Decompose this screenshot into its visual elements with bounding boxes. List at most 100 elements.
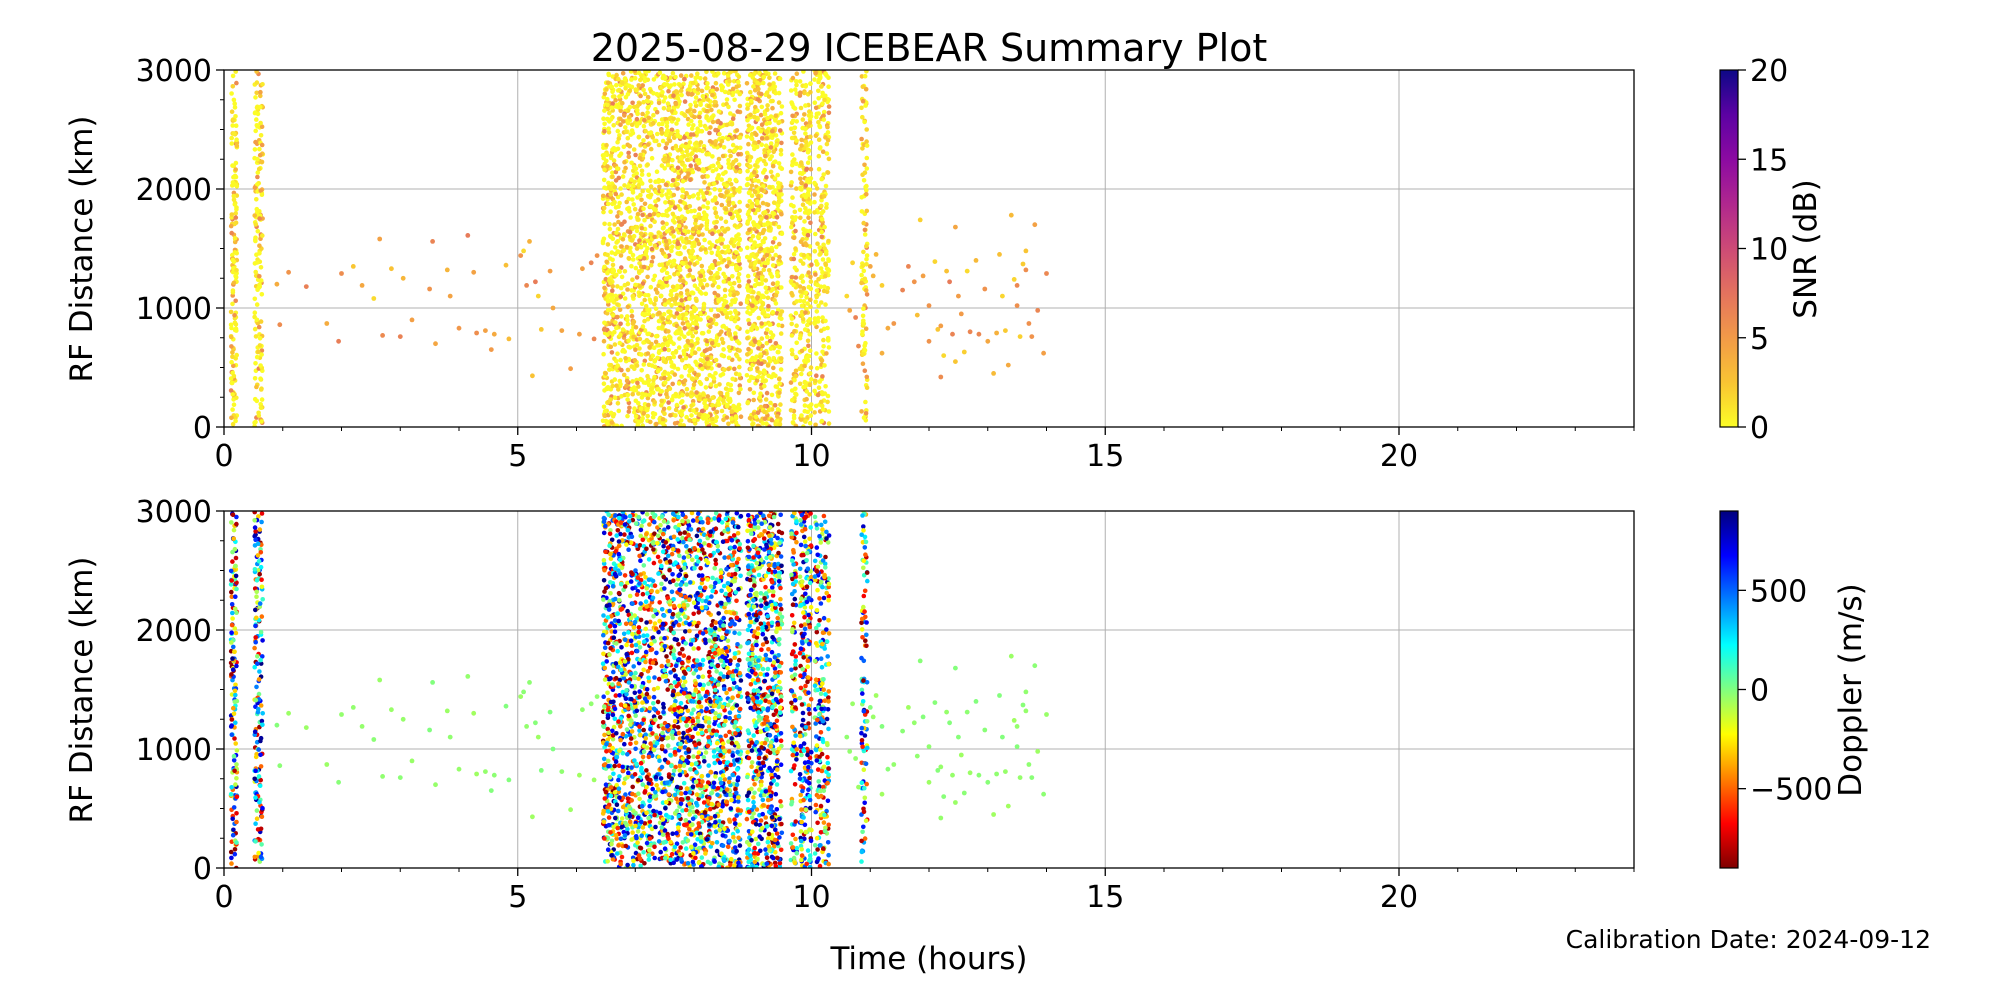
data-point [606,129,612,135]
data-point [600,661,606,666]
data-point [660,226,666,231]
data-point [651,77,657,82]
data-point [606,278,612,283]
data-point [825,170,831,175]
data-point [229,415,234,421]
data-point [853,315,858,320]
data-point [703,247,708,252]
data-point [671,116,676,122]
data-point [801,286,806,291]
data-point [622,76,628,82]
data-point [767,156,773,162]
data-point [610,383,615,389]
data-point [824,205,829,210]
data-point [755,97,761,102]
data-point [679,374,684,379]
data-point [761,74,767,80]
data-point [746,293,751,299]
data-point [602,409,608,414]
data-point [789,290,794,296]
data-point [655,131,660,137]
data-point [860,313,866,319]
data-point [730,142,736,148]
data-point [804,396,809,402]
data-point [610,856,616,862]
data-point [765,363,771,368]
data-point [763,153,768,159]
data-point [661,311,667,317]
data-point [788,408,794,413]
data-point [664,270,670,276]
data-point [699,408,705,414]
data-point [752,283,758,289]
data-point [632,366,637,372]
data-point [610,745,615,751]
data-point [826,84,831,89]
data-point [798,239,804,244]
data-point [817,245,822,250]
data-point [633,740,639,746]
data-point [755,108,760,113]
data-point [803,419,808,424]
data-point [707,130,712,136]
data-point [602,388,607,393]
data-point [797,79,803,84]
data-point [259,142,265,148]
data-point [758,220,763,225]
data-point [721,258,727,263]
data-point [701,204,706,209]
data-point [680,162,685,167]
data-point [233,573,239,579]
data-point [676,223,682,229]
data-point [547,268,553,274]
data-point [339,271,344,276]
data-point [798,289,803,294]
data-point [734,408,739,413]
data-point [253,117,259,122]
data-point [749,183,755,188]
data-point [1008,212,1014,218]
data-point [689,73,694,78]
data-point [757,395,763,400]
data-point [748,164,753,169]
data-point [802,90,807,96]
data-point [708,125,713,130]
data-point [636,70,642,76]
data-point [628,132,634,137]
data-point [864,70,869,74]
data-point [728,382,734,388]
data-point [704,190,710,196]
data-point [737,208,742,213]
data-point [779,104,785,109]
data-point [668,413,673,418]
data-point [621,144,627,150]
data-point [642,217,647,223]
data-point [620,348,625,354]
data-point [864,139,869,144]
data-point [627,234,633,240]
data-point [651,277,656,283]
data-point [613,251,618,257]
data-point [688,102,693,108]
data-point [778,165,783,170]
data-point [258,278,264,283]
data-point [230,616,235,621]
data-point [678,147,683,152]
data-point [779,356,784,361]
data-point [677,264,682,270]
data-point [748,174,754,179]
data-point [682,99,688,104]
data-point [725,393,730,398]
data-point [687,418,692,423]
data-point [818,74,823,80]
data-point [651,112,656,118]
data-point [605,713,611,718]
data-point [717,363,722,368]
y-tick-label: 1000 [136,292,212,327]
data-point [750,422,755,427]
data-point [629,313,635,319]
data-point [651,381,656,386]
data-point [792,265,798,271]
data-point [630,293,636,299]
